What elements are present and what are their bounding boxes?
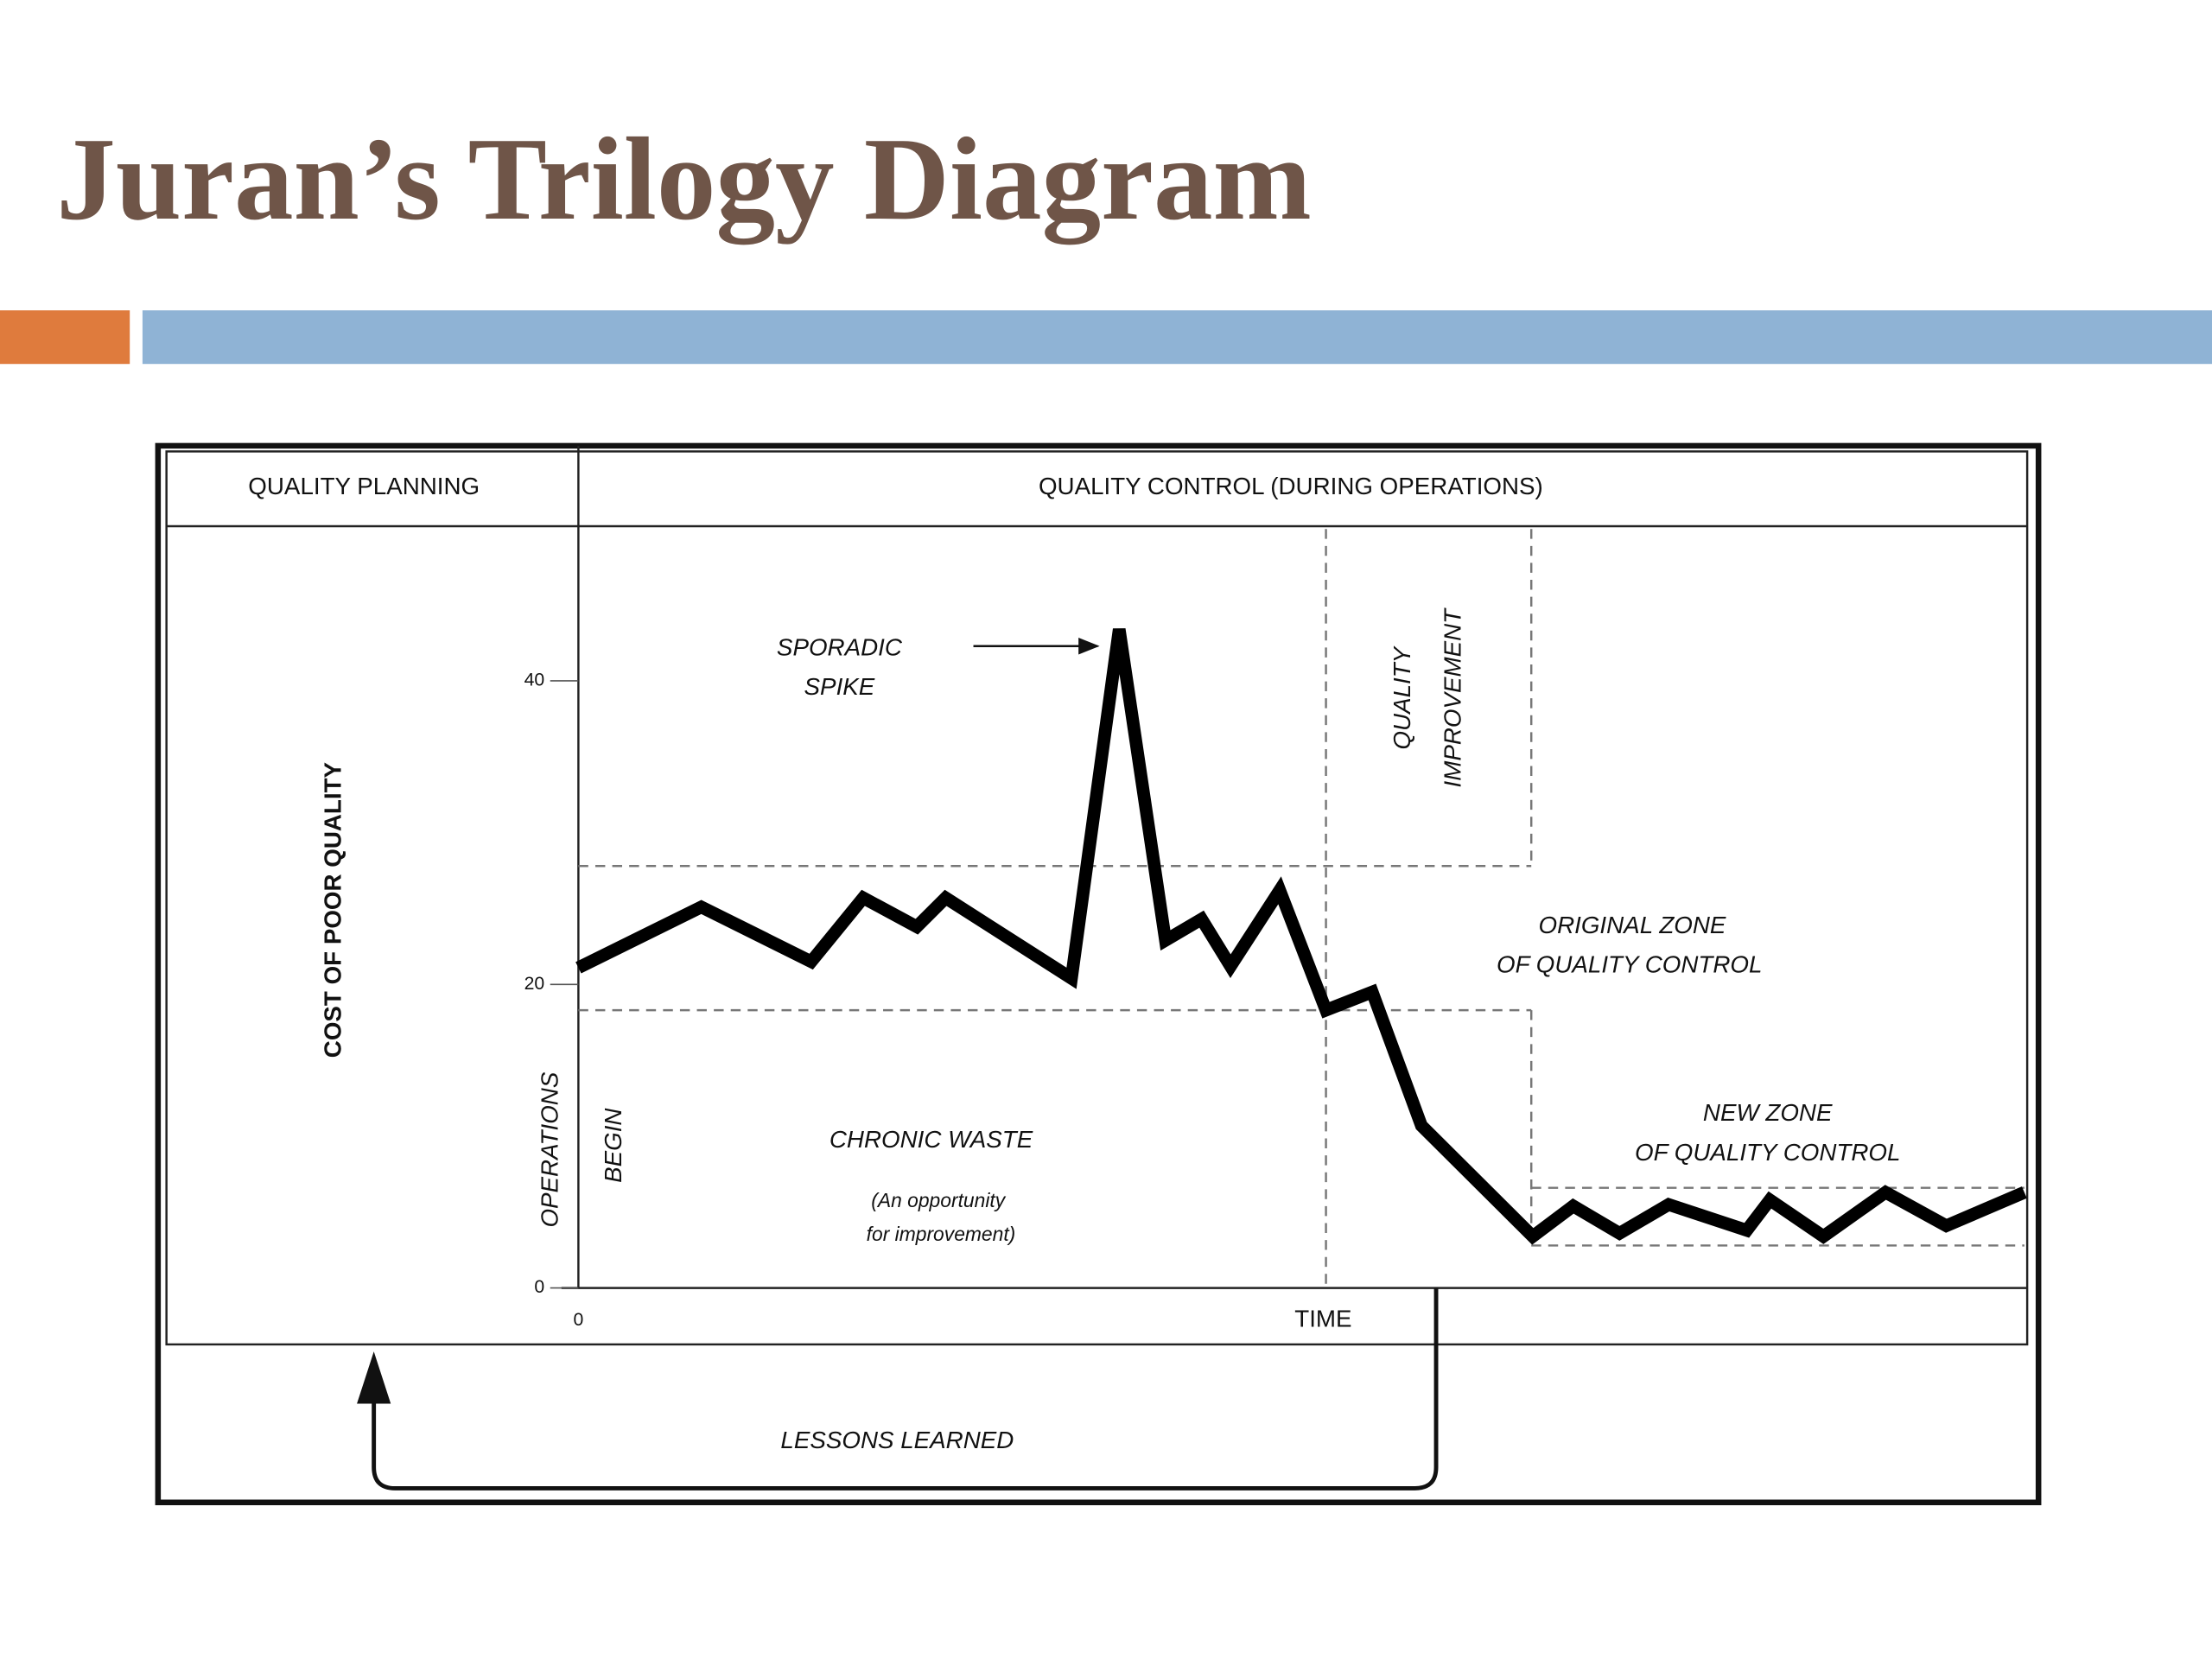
annotation: OPERATIONS bbox=[537, 1071, 563, 1227]
x-axis-label: TIME bbox=[1294, 1305, 1351, 1332]
header-cell: QUALITY PLANNING bbox=[248, 473, 480, 499]
annotation: ORIGINAL ZONE bbox=[1539, 912, 1726, 938]
annotation: IMPROVEMENT bbox=[1440, 607, 1466, 788]
inner-frame bbox=[165, 450, 2029, 1346]
title-bar bbox=[142, 310, 2212, 365]
arrow-head bbox=[357, 1351, 391, 1404]
annotation: BEGIN bbox=[600, 1108, 626, 1183]
header-cell: QUALITY CONTROL (DURING OPERATIONS) bbox=[1039, 473, 1543, 499]
annotation: OF QUALITY CONTROL bbox=[1635, 1139, 1900, 1166]
slide-title: Juran’s Trilogy Diagram bbox=[56, 113, 1311, 245]
annotation: CHRONIC WASTE bbox=[830, 1126, 1033, 1153]
y-tick-label: 40 bbox=[524, 671, 545, 690]
lessons-arrow bbox=[372, 1287, 1439, 1491]
annotation: (An opportunity bbox=[871, 1189, 1006, 1211]
annotation: QUALITY bbox=[1389, 645, 1415, 749]
annotation: NEW ZONE bbox=[1703, 1099, 1833, 1126]
annotation: SPORADIC bbox=[777, 633, 903, 660]
diagram: QUALITY PLANNING QUALITY CONTROL (DURING… bbox=[155, 442, 2042, 1506]
annotation: OF QUALITY CONTROL bbox=[1497, 951, 1762, 978]
accent-bar bbox=[0, 310, 130, 365]
cost-line bbox=[575, 628, 2027, 1245]
diagram-border bbox=[155, 442, 2042, 1506]
x-tick-label: 0 bbox=[573, 1310, 583, 1330]
annotation: for improvement) bbox=[867, 1223, 1016, 1245]
annotation: SPIKE bbox=[804, 673, 875, 700]
y-tick-label: 0 bbox=[534, 1277, 544, 1297]
footer-label: LESSONS LEARNED bbox=[780, 1427, 1014, 1453]
y-axis-label: COST OF POOR QUALITY bbox=[319, 761, 346, 1058]
y-tick-label: 20 bbox=[524, 974, 545, 994]
